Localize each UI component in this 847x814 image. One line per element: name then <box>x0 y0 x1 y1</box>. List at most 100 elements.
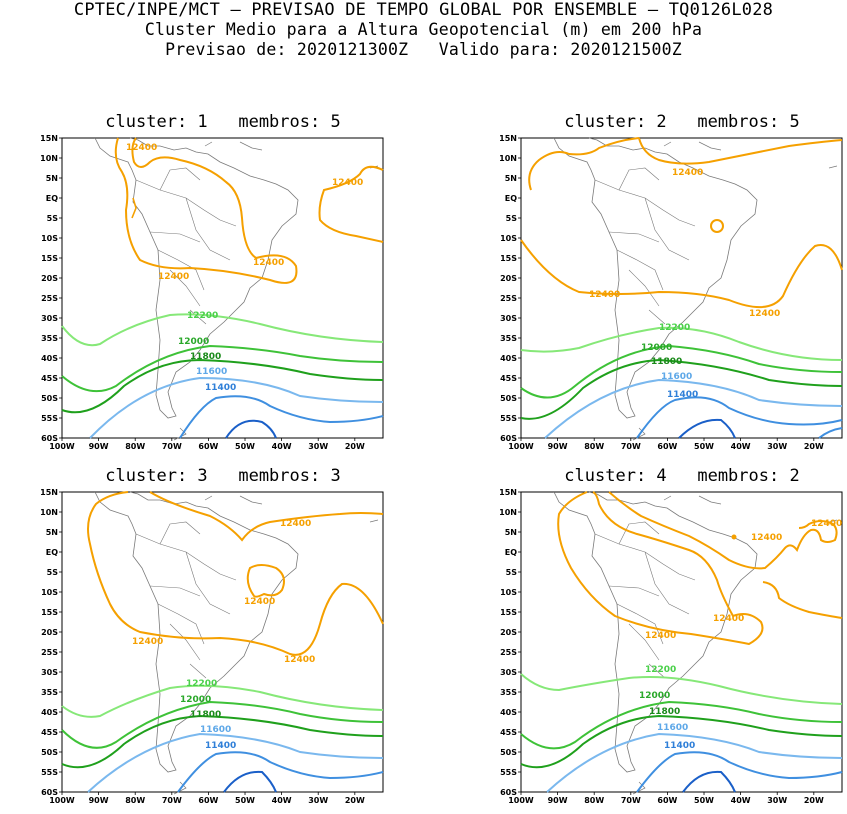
latitude-tick-label: 40S <box>41 354 58 363</box>
contours <box>61 491 384 793</box>
header-line-2: Cluster Medio para a Altura Geopotencial… <box>144 20 703 39</box>
latitude-tick-label: 10N <box>499 154 517 163</box>
longitude-tick-label: 50W <box>694 796 714 805</box>
latitude-tick-label: 15S <box>500 608 517 617</box>
latitude-tick-label: 15N <box>40 488 58 497</box>
latitude-tick-label: 55S <box>500 768 517 777</box>
longitude-tick-label: 60W <box>657 796 677 805</box>
contour-label: 11400 <box>205 741 236 751</box>
contour-label: 11600 <box>657 723 688 733</box>
latitude-tick-label: 30S <box>41 314 58 323</box>
header-line-3: Previsao de: 2020121300Z Valido para: 20… <box>165 40 682 59</box>
map-svg: 12400 12400 12400 12200 12000 11800 1160… <box>499 134 843 451</box>
longitude-tick-label: 90W <box>89 442 109 451</box>
contour-label: 12200 <box>187 311 218 321</box>
contour-label: 12400 <box>713 614 744 624</box>
contour-label: 12400 <box>645 631 676 641</box>
latitude-tick-label: 15N <box>40 134 58 143</box>
latitude-tick-label: 50S <box>41 394 58 403</box>
longitude-tick-label: 30W <box>308 796 328 805</box>
longitude-tick-label: 50W <box>235 796 255 805</box>
latitude-axis: 15N 10N 5N EQ 5S 10S 15S 20S 25S 30S 35S 40S 45S 50S 5… <box>40 134 62 443</box>
latitude-tick-label: 60S <box>500 788 517 797</box>
map-svg: 12400 12400 12400 12400 12200 12000 1180… <box>40 488 384 805</box>
contour-label: 12400 <box>158 272 189 282</box>
latitude-tick-label: 20S <box>500 274 517 283</box>
longitude-tick-label: 80W <box>125 442 145 451</box>
longitude-tick-label: 80W <box>584 442 604 451</box>
contour-label: 11400 <box>667 390 698 400</box>
latitude-tick-label: 45S <box>41 374 58 383</box>
contour-label: 11400 <box>205 383 236 393</box>
latitude-tick-label: 60S <box>41 434 58 443</box>
longitude-tick-label: 50W <box>235 442 255 451</box>
latitude-tick-label: 45S <box>41 728 58 737</box>
contour-label: 11400 <box>664 741 695 751</box>
latitude-tick-label: 30S <box>500 668 517 677</box>
latitude-tick-label: 15N <box>499 134 517 143</box>
contour-label: 12400 <box>672 168 703 178</box>
longitude-tick-label: 100W <box>508 442 534 451</box>
latitude-tick-label: 15N <box>499 488 517 497</box>
contour-label: 12400 <box>132 637 163 647</box>
latitude-tick-label: 25S <box>41 294 58 303</box>
latitude-tick-label: 5S <box>506 214 518 223</box>
contours <box>61 137 384 439</box>
latitude-tick-label: 55S <box>500 414 517 423</box>
map-panel-cluster-3: cluster: 3 membros: 3 12400 12400 12400 … <box>0 464 384 814</box>
longitude-tick-label: 70W <box>621 442 641 451</box>
panel-title: cluster: 1 membros: 5 <box>105 112 341 132</box>
longitude-tick-label: 40W <box>272 442 292 451</box>
latitude-tick-label: 5N <box>505 174 517 183</box>
contour-label: 12000 <box>641 343 672 353</box>
latitude-tick-label: 5S <box>47 568 59 577</box>
contour-label: 11600 <box>661 372 692 382</box>
longitude-tick-label: 40W <box>731 442 751 451</box>
latitude-tick-label: 15S <box>500 254 517 263</box>
contour-label: 12000 <box>639 691 670 701</box>
latitude-tick-label: 25S <box>500 648 517 657</box>
latitude-tick-label: 20S <box>500 628 517 637</box>
longitude-tick-label: 20W <box>345 442 365 451</box>
latitude-tick-label: 35S <box>500 688 517 697</box>
latitude-tick-label: 50S <box>41 748 58 757</box>
latitude-tick-label: 5N <box>505 528 517 537</box>
latitude-tick-label: 55S <box>41 768 58 777</box>
contour-label: 11800 <box>190 352 221 362</box>
contour-label: 12400 <box>811 519 842 529</box>
header-line-1: CPTEC/INPE/MCT – PREVISAO DE TEMPO GLOBA… <box>73 0 774 20</box>
contour-label: 12400 <box>280 519 311 529</box>
latitude-tick-label: 40S <box>500 354 517 363</box>
contour-label: 12400 <box>284 655 315 665</box>
longitude-axis: 100W 90W 80W 70W 60W 50W 40W 30W 20W <box>508 438 824 451</box>
latitude-tick-label: 30S <box>500 314 517 323</box>
longitude-tick-label: 70W <box>162 796 182 805</box>
latitude-tick-label: 10S <box>500 234 517 243</box>
latitude-tick-label: 40S <box>500 708 517 717</box>
latitude-tick-label: 5N <box>46 528 58 537</box>
contour-label: 11800 <box>649 707 680 717</box>
latitude-tick-label: 5S <box>47 214 59 223</box>
contour-label: 12400 <box>751 533 782 543</box>
latitude-tick-label: EQ <box>505 548 517 557</box>
contour-label: 12400 <box>244 597 275 607</box>
latitude-tick-label: 55S <box>41 414 58 423</box>
latitude-tick-label: 60S <box>41 788 58 797</box>
latitude-tick-label: 15S <box>41 608 58 617</box>
contour-label: 12200 <box>186 679 217 689</box>
contour-label: 12400 <box>126 143 157 153</box>
latitude-tick-label: 10N <box>40 508 58 517</box>
longitude-tick-label: 20W <box>345 796 365 805</box>
contour-label: 11600 <box>196 367 227 377</box>
longitude-tick-label: 40W <box>272 796 292 805</box>
latitude-tick-label: 35S <box>41 334 58 343</box>
map-frame <box>520 137 843 439</box>
longitude-tick-label: 40W <box>731 796 751 805</box>
latitude-tick-label: 5N <box>46 174 58 183</box>
map-svg: 12400 12400 12400 12400 12200 12000 1180… <box>40 134 384 451</box>
latitude-tick-label: 45S <box>500 374 517 383</box>
contour-label: 12400 <box>332 178 363 188</box>
latitude-tick-label: 10N <box>40 154 58 163</box>
contour-label: 12000 <box>180 695 211 705</box>
latitude-tick-label: 20S <box>41 274 58 283</box>
